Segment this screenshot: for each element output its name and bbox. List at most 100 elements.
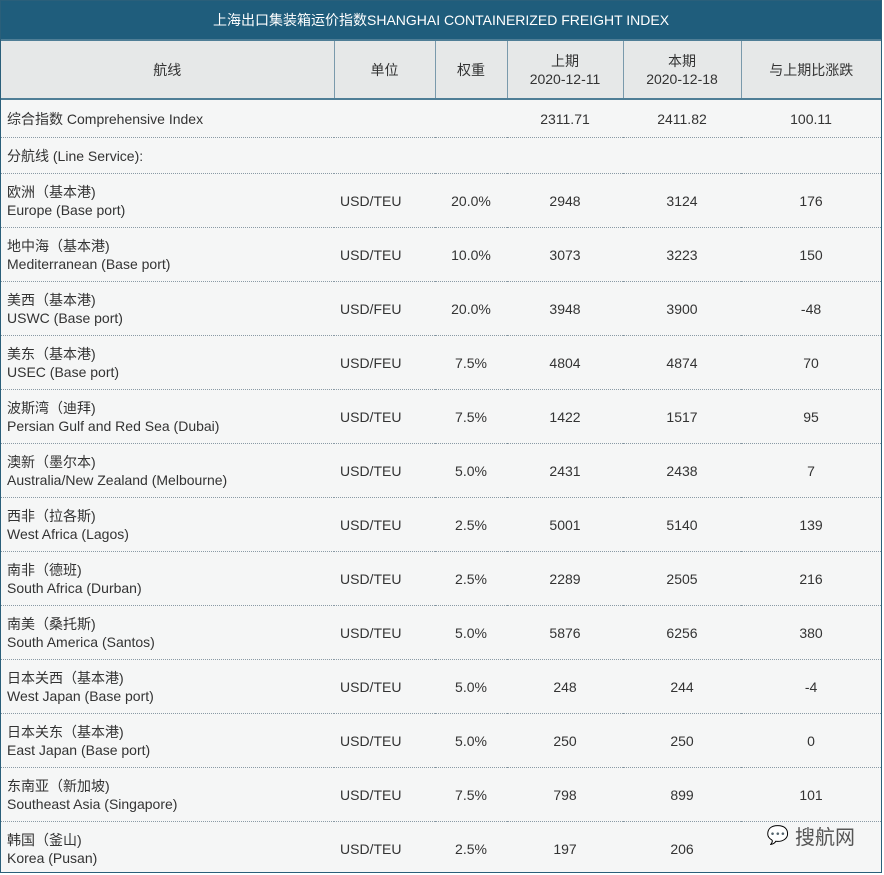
unit-cell: USD/FEU: [334, 335, 435, 390]
route-cell: 东南亚（新加坡) Southeast Asia (Singapore): [1, 767, 334, 822]
route-cn: 南美（桑托斯): [7, 615, 96, 632]
route-cell: 澳新（墨尔本) Australia/New Zealand (Melbourne): [1, 443, 334, 498]
route-en: South America (Santos): [7, 633, 155, 650]
table-row: 美西（基本港) USWC (Base port) USD/FEU 20.0% 3948 3…: [1, 281, 881, 336]
route-cn: 澳新（墨尔本): [7, 453, 96, 470]
change-cell: -4: [741, 659, 881, 714]
weight-cell: 20.0%: [435, 173, 507, 228]
weight-cell: 10.0%: [435, 227, 507, 282]
prev-label: 上期: [551, 52, 579, 69]
prev-cell: 3073: [507, 227, 623, 282]
change-cell: 101: [741, 767, 881, 822]
table-row: 澳新（墨尔本) Australia/New Zealand (Melbourne)…: [1, 443, 881, 498]
header-weight: 权重: [434, 39, 507, 100]
prev-cell: 197: [507, 821, 623, 872]
change-cell: 70: [741, 335, 881, 390]
unit-cell: USD/TEU: [334, 551, 435, 606]
watermark-text: 搜航网: [795, 827, 855, 849]
weight-cell: 20.0%: [435, 281, 507, 336]
route-cell: 美西（基本港) USWC (Base port): [1, 281, 334, 336]
comprehensive-curr: 2411.82: [623, 99, 741, 138]
route-en: Mediterranean (Base port): [7, 255, 171, 272]
route-cn: 美西（基本港): [7, 291, 96, 308]
curr-cell: 899: [623, 767, 741, 822]
weight-cell: 2.5%: [435, 821, 507, 872]
curr-cell: 6256: [623, 605, 741, 660]
route-en: Europe (Base port): [7, 201, 126, 218]
route-cell: 南美（桑托斯) South America (Santos): [1, 605, 334, 660]
line-service-label: 分航线 (Line Service):: [1, 137, 881, 174]
header-change: 与上期比涨跌: [740, 39, 881, 100]
prev-cell: 250: [507, 713, 623, 768]
change-cell: 216: [741, 551, 881, 606]
route-cell: 日本关西（基本港) West Japan (Base port): [1, 659, 334, 714]
curr-cell: 206: [623, 821, 741, 872]
curr-cell: 2438: [623, 443, 741, 498]
route-en: Australia/New Zealand (Melbourne): [7, 471, 228, 488]
route-cn: 东南亚（新加坡): [7, 777, 110, 794]
change-cell: 176: [741, 173, 881, 228]
route-cn: 日本关西（基本港): [7, 669, 124, 686]
route-cell: 地中海（基本港) Mediterranean (Base port): [1, 227, 334, 282]
wechat-icon: 💬: [766, 825, 789, 845]
weight-cell: 5.0%: [435, 659, 507, 714]
table-title: 上海出口集装箱运价指数SHANGHAI CONTAINERIZED FREIGH…: [1, 1, 881, 41]
table-row: 韩国（釜山) Korea (Pusan) USD/TEU 2.5% 197 206: [1, 821, 881, 872]
curr-cell: 3900: [623, 281, 741, 336]
route-cn: 日本关东（基本港): [7, 723, 124, 740]
unit-cell: USD/TEU: [334, 767, 435, 822]
route-cn: 欧洲（基本港): [7, 183, 96, 200]
route-en: Southeast Asia (Singapore): [7, 795, 178, 812]
prev-date: 2020-12-11: [529, 70, 601, 87]
route-cell: 韩国（釜山) Korea (Pusan): [1, 821, 334, 872]
unit-cell: USD/TEU: [334, 713, 435, 768]
curr-label: 本期: [668, 52, 696, 69]
table-row: 波斯湾（迪拜) Persian Gulf and Red Sea (Dubai) U…: [1, 389, 881, 444]
table-row: 南非（德班) South Africa (Durban) USD/TEU 2.5% 22…: [1, 551, 881, 606]
change-cell: [741, 821, 881, 872]
header-unit: 单位: [333, 39, 435, 100]
comprehensive-label: 综合指数 Comprehensive Index: [1, 99, 507, 138]
curr-cell: 4874: [623, 335, 741, 390]
curr-cell: 3124: [623, 173, 741, 228]
route-cn: 西非（拉各斯): [7, 507, 96, 524]
prev-cell: 2431: [507, 443, 623, 498]
prev-cell: 798: [507, 767, 623, 822]
change-cell: 150: [741, 227, 881, 282]
header-route: 航线: [1, 39, 334, 100]
table-row: 地中海（基本港) Mediterranean (Base port) USD/TEU…: [1, 227, 881, 282]
curr-cell: 5140: [623, 497, 741, 552]
table-row: 欧洲（基本港) Europe (Base port) USD/TEU 20.0% 294…: [1, 173, 881, 228]
change-cell: 380: [741, 605, 881, 660]
route-en: USEC (Base port): [7, 363, 120, 380]
weight-cell: 2.5%: [435, 497, 507, 552]
header-prev: 上期 2020-12-11: [506, 39, 623, 100]
route-cell: 美东（基本港) USEC (Base port): [1, 335, 334, 390]
table-row: 美东（基本港) USEC (Base port) USD/FEU 7.5% 4804 48…: [1, 335, 881, 390]
curr-cell: 2505: [623, 551, 741, 606]
comprehensive-row: 综合指数 Comprehensive Index 2311.71 2411.82…: [1, 99, 881, 138]
route-cell: 日本关东（基本港) East Japan (Base port): [1, 713, 334, 768]
prev-cell: 2289: [507, 551, 623, 606]
route-cell: 欧洲（基本港) Europe (Base port): [1, 173, 334, 228]
prev-cell: 5876: [507, 605, 623, 660]
prev-cell: 4804: [507, 335, 623, 390]
change-cell: 139: [741, 497, 881, 552]
table-row: 日本关西（基本港) West Japan (Base port) USD/TEU 5.…: [1, 659, 881, 714]
route-cn: 韩国（釜山): [7, 831, 82, 848]
weight-cell: 7.5%: [435, 335, 507, 390]
prev-cell: 2948: [507, 173, 623, 228]
prev-cell: 3948: [507, 281, 623, 336]
prev-cell: 248: [507, 659, 623, 714]
route-en: East Japan (Base port): [7, 741, 151, 758]
watermark: 💬 搜航网: [767, 821, 855, 850]
unit-cell: USD/TEU: [334, 605, 435, 660]
comprehensive-prev: 2311.71: [507, 99, 623, 138]
route-en: West Africa (Lagos): [7, 525, 129, 542]
weight-cell: 2.5%: [435, 551, 507, 606]
weight-cell: 5.0%: [435, 605, 507, 660]
change-cell: 7: [741, 443, 881, 498]
route-en: USWC (Base port): [7, 309, 123, 326]
unit-cell: USD/TEU: [334, 497, 435, 552]
